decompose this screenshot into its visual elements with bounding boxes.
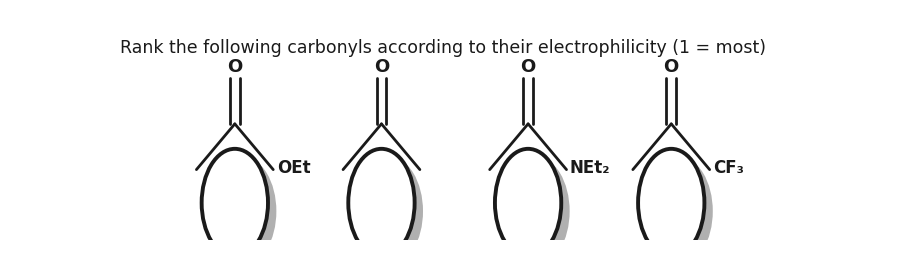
Text: OEt: OEt: [277, 158, 310, 177]
Ellipse shape: [504, 157, 569, 265]
Text: O: O: [374, 58, 389, 76]
Text: O: O: [227, 58, 242, 76]
Text: Rank the following carbonyls according to their electrophilicity (1 = most): Rank the following carbonyls according t…: [120, 39, 766, 57]
Ellipse shape: [638, 149, 705, 257]
Text: NEt₂: NEt₂: [570, 158, 611, 177]
Text: O: O: [664, 58, 678, 76]
Ellipse shape: [202, 149, 268, 257]
Ellipse shape: [495, 149, 561, 257]
Text: O: O: [521, 58, 536, 76]
Ellipse shape: [210, 157, 277, 265]
Ellipse shape: [349, 149, 414, 257]
Ellipse shape: [646, 157, 713, 265]
Ellipse shape: [357, 157, 423, 265]
Text: CF₃: CF₃: [714, 158, 744, 177]
